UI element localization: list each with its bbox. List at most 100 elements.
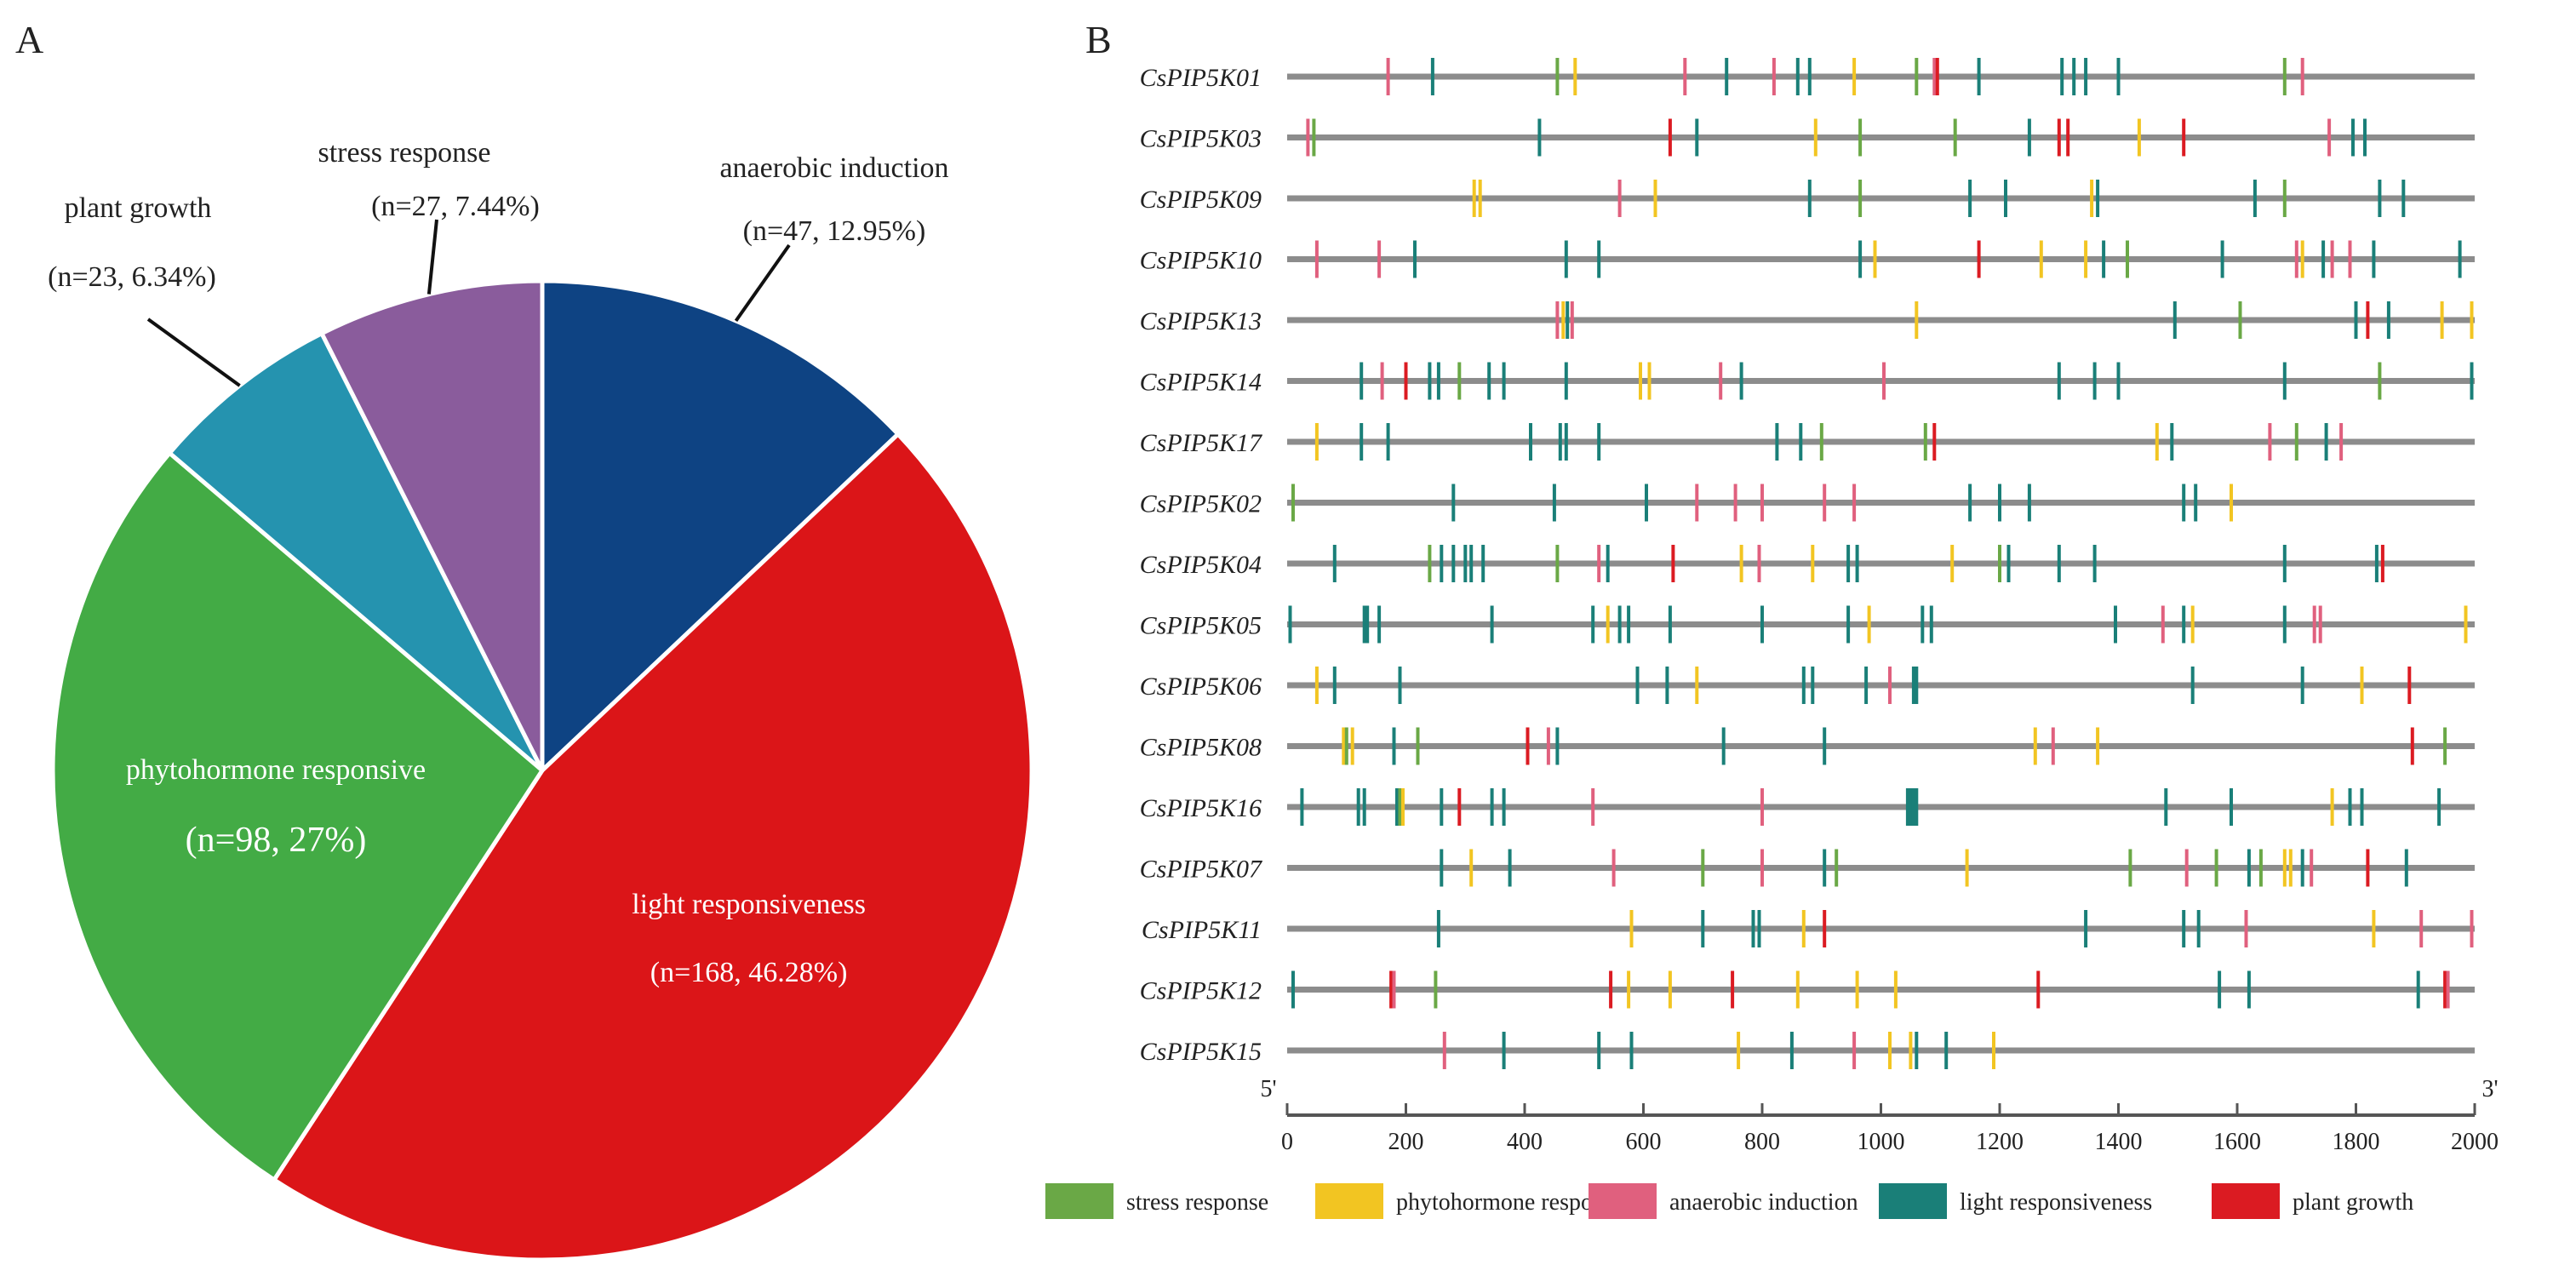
element-mark-stress-response [1701,849,1705,887]
gene-label: CsPIP5K04 [1140,551,1262,579]
element-mark-phytohormone-responsive [2470,301,2474,339]
element-mark-light-responsiveness [1440,545,1444,582]
pie-slice-stress-response [318,278,545,772]
gene-label: CsPIP5K13 [1140,307,1262,335]
element-mark-phytohormone-responsive [1350,727,1354,765]
legend-swatch-stress-response [1045,1183,1113,1219]
axis-tick-label: 800 [1744,1129,1780,1155]
element-mark-stress-response [1858,118,1863,157]
element-mark-light-responsiveness [2300,849,2304,887]
element-mark-light-responsiveness [1627,605,1631,644]
element-mark-anaerobic-induction [1719,362,1723,400]
gene-row-cspip5k09: CsPIP5K09 [1140,180,2475,217]
element-mark-phytohormone-responsive [1795,970,1800,1009]
pie-count-plant-growth: (n=23, 6.34%) [48,261,216,293]
element-mark-light-responsiveness [1564,423,1568,461]
element-mark-light-responsiveness [2458,240,2462,278]
legend-swatch-plant-growth [2212,1183,2280,1219]
element-mark-light-responsiveness [2194,484,2198,522]
element-mark-stress-response [1457,362,1462,400]
element-mark-light-responsiveness [1968,484,1972,522]
element-mark-stress-response [2128,849,2132,887]
gene-label: CsPIP5K01 [1140,64,1262,92]
element-mark-light-responsiveness [2282,605,2287,644]
legend-swatch-anaerobic-induction [1589,1183,1657,1219]
element-mark-light-responsiveness [1725,58,1729,95]
legend-swatch-light-responsiveness [1879,1183,1947,1219]
gene-row-cspip5k10: CsPIP5K10 [1140,240,2475,278]
element-mark-phytohormone-responsive [1888,1032,1892,1069]
element-mark-stress-response [2238,301,2242,339]
element-mark-anaerobic-induction [1380,362,1384,400]
legend-swatch-phytohormone-responsive [1315,1183,1383,1219]
element-mark-anaerobic-induction [2446,970,2450,1009]
element-mark-light-responsiveness [1469,545,1474,582]
element-mark-light-responsiveness [1365,605,1370,644]
element-mark-phytohormone-responsive [1472,180,1476,217]
element-mark-light-responsiveness [2164,788,2168,826]
element-mark-light-responsiveness [2027,118,2031,157]
element-mark-light-responsiveness [1823,849,1827,887]
element-mark-phytohormone-responsive [2230,484,2233,522]
element-mark-anaerobic-induction [1852,484,1857,522]
element-mark-plant-growth [2443,970,2447,1009]
gene-label: CsPIP5K10 [1140,247,1262,275]
gene-row-cspip5k12: CsPIP5K12 [1140,970,2475,1009]
element-mark-anaerobic-induction [1386,58,1390,95]
element-mark-stress-response [1915,58,1919,95]
element-mark-light-responsiveness [2416,970,2420,1009]
element-mark-light-responsiveness [2084,58,2088,95]
element-mark-phytohormone-responsive [1909,1032,1913,1069]
element-mark-light-responsiveness [2247,849,2251,887]
element-mark-light-responsiveness [1909,788,1913,826]
element-mark-stress-response [1835,849,1839,887]
element-mark-phytohormone-responsive [2360,667,2364,704]
element-mark-light-responsiveness [1606,545,1610,582]
element-mark-anaerobic-induction [1772,58,1776,95]
element-mark-anaerobic-induction [2470,910,2474,947]
element-mark-light-responsiveness [1451,545,1456,582]
pie-slice-plant-growth [166,330,545,772]
element-mark-light-responsiveness [1921,605,1925,644]
element-mark-light-responsiveness [2116,362,2121,400]
axis-5prime-label: 5' [1260,1076,1276,1102]
element-mark-light-responsiveness [1846,545,1851,582]
element-mark-light-responsiveness [2378,180,2382,217]
element-mark-anaerobic-induction [1888,667,1892,704]
gene-row-cspip5k03: CsPIP5K03 [1140,118,2475,157]
element-mark-anaerobic-induction [1683,58,1687,95]
leader-line-stress-response [426,219,438,295]
axis-tick-label: 1200 [1976,1129,2024,1155]
element-mark-light-responsiveness [2282,545,2287,582]
element-mark-phytohormone-responsive [1314,667,1319,704]
element-mark-phytohormone-responsive [1867,605,1871,644]
pie-label-plant-growth: plant growth [65,192,212,224]
element-mark-phytohormone-responsive [2190,605,2195,644]
legend-item-stress-response: stress response [1045,1183,1268,1219]
element-mark-light-responsiveness [2282,362,2287,400]
element-mark-anaerobic-induction [1882,362,1886,400]
element-mark-light-responsiveness [1288,605,1292,644]
element-mark-anaerobic-induction [2419,910,2424,947]
element-mark-light-responsiveness [1552,484,1556,522]
element-mark-light-responsiveness [1665,667,1669,704]
pie-chart-panel: A anaerobic induction (n=47, 12.95%) light… [15,18,1034,1262]
element-mark-light-responsiveness [1801,667,1806,704]
element-mark-light-responsiveness [1915,788,1919,826]
gene-row-cspip5k15: CsPIP5K15 [1140,1032,2475,1069]
element-mark-light-responsiveness [2404,849,2408,887]
element-mark-light-responsiveness [1558,423,1562,461]
element-mark-phytohormone-responsive [2155,423,2159,461]
element-mark-anaerobic-induction [1932,58,1937,95]
element-mark-light-responsiveness [2354,301,2358,339]
element-mark-anaerobic-induction [1611,849,1616,887]
element-mark-anaerobic-induction [1823,484,1827,522]
element-mark-light-responsiveness [1799,423,1803,461]
element-mark-phytohormone-responsive [2464,605,2468,644]
pie-label-stress-response: stress response [318,137,490,169]
element-mark-light-responsiveness [2072,58,2076,95]
element-mark-stress-response [2378,362,2382,400]
element-mark-anaerobic-induction [2300,58,2304,95]
element-mark-light-responsiveness [2196,910,2201,947]
element-mark-plant-growth [1671,545,1675,582]
